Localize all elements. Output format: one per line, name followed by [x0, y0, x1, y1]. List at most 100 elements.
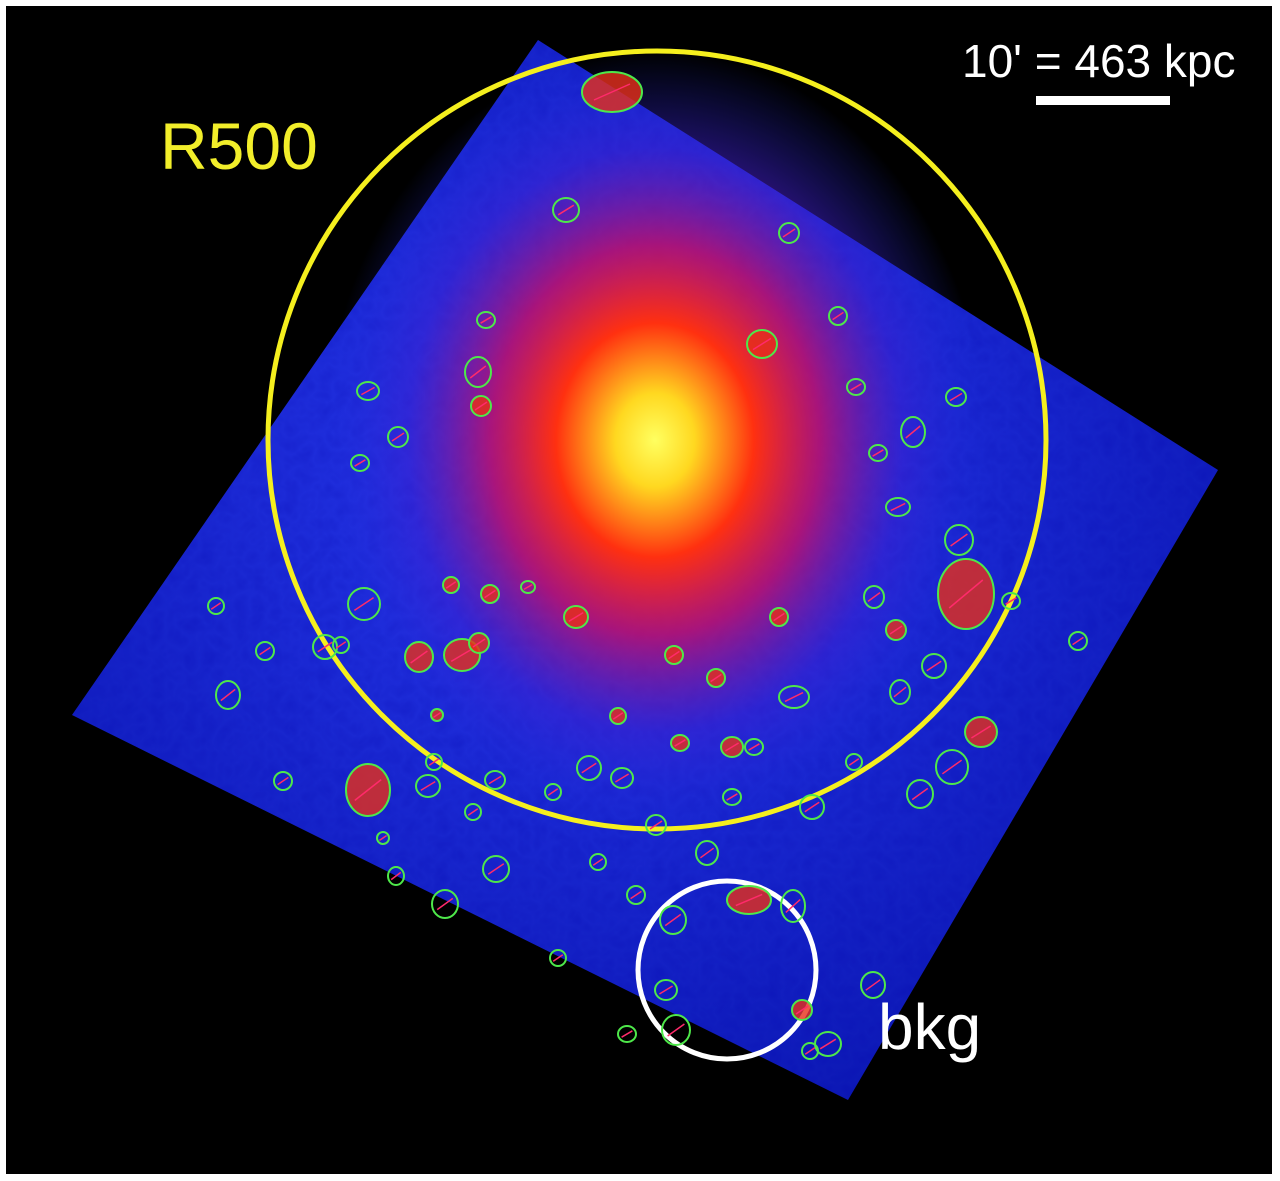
source-region [945, 387, 967, 407]
source-region [654, 979, 678, 1001]
source-exclusion-mark [785, 899, 801, 913]
source-region [944, 524, 974, 556]
source-exclusion-mark [615, 773, 629, 783]
source-exclusion-mark [832, 311, 844, 321]
r500-circle [265, 48, 1049, 832]
source-exclusion-mark [848, 758, 860, 766]
source-exclusion-mark [593, 83, 631, 101]
source-region [347, 587, 381, 621]
source-exclusion-mark [488, 775, 502, 785]
source-exclusion-mark [867, 591, 881, 603]
source-exclusion-mark [782, 228, 796, 238]
source-exclusion-mark [950, 533, 968, 547]
scale-label: 10' = 463 kpc [962, 35, 1236, 87]
source-region [860, 971, 886, 999]
source-region [215, 680, 241, 710]
source-exclusion-mark [390, 871, 402, 881]
source-exclusion-mark [568, 611, 584, 623]
source-region [799, 794, 825, 820]
source-exclusion-mark [893, 686, 907, 698]
r500-label: R500 [160, 109, 318, 183]
source-region [695, 840, 719, 866]
source-exclusion-mark [612, 712, 624, 720]
source-exclusion-mark [472, 638, 486, 648]
source-exclusion-mark [420, 780, 436, 792]
source-exclusion-mark [971, 725, 991, 739]
source-region [610, 767, 634, 789]
source-region [828, 306, 848, 326]
source-exclusion-mark [725, 742, 739, 752]
source-region [415, 774, 441, 798]
source-region [778, 685, 810, 709]
source-exclusion-mark [428, 758, 440, 766]
source-exclusion-mark [804, 801, 820, 813]
source-region [207, 597, 225, 615]
source-region [617, 1025, 637, 1043]
source-exclusion-mark [277, 776, 289, 786]
source-exclusion-mark [557, 204, 575, 216]
source-exclusion-mark [1072, 636, 1084, 646]
source-exclusion-mark [699, 847, 715, 859]
source-exclusion-mark [649, 820, 663, 830]
source-region [863, 585, 885, 609]
source-exclusion-mark [941, 759, 963, 775]
source-region [387, 426, 409, 448]
source-exclusion-mark [735, 893, 763, 907]
source-exclusion-mark [391, 432, 405, 442]
source-exclusion-mark [432, 711, 442, 719]
source-exclusion-mark [948, 579, 984, 609]
source-exclusion-mark [467, 808, 479, 816]
source-exclusion-mark [850, 383, 862, 391]
source-exclusion-mark [819, 1038, 837, 1050]
source-region [801, 1042, 819, 1060]
source-region [376, 831, 390, 845]
source-region [744, 738, 764, 756]
source-exclusion-mark [911, 787, 929, 801]
source-exclusion-mark [487, 863, 505, 875]
source-exclusion-mark [354, 779, 382, 801]
source-exclusion-mark [926, 660, 942, 672]
source-region [273, 771, 293, 791]
source-region [778, 222, 800, 244]
source-exclusion-mark [335, 641, 347, 649]
source-exclusion-mark [949, 392, 963, 402]
source-region [780, 889, 806, 923]
source-exclusion-mark [795, 1005, 809, 1015]
cluster-emission [325, 50, 985, 830]
source-exclusion-mark [726, 793, 738, 801]
source-exclusion-mark [668, 650, 680, 660]
source-exclusion-mark [354, 459, 366, 467]
source-region [549, 949, 567, 967]
source-region [626, 885, 646, 905]
source-exclusion-mark [872, 449, 884, 457]
source-exclusion-mark [353, 596, 375, 612]
source-exclusion-mark [890, 502, 906, 512]
source-region [906, 779, 934, 809]
source-region [935, 749, 969, 785]
source-region [520, 580, 536, 594]
source-region [356, 381, 380, 401]
source-exclusion-mark [752, 337, 772, 351]
source-region [846, 378, 866, 396]
bkg-label: bkg [878, 991, 982, 1063]
source-region [661, 1014, 691, 1046]
source-region [722, 788, 742, 806]
source-exclusion-mark [659, 985, 673, 995]
source-exclusion-mark [748, 743, 760, 751]
source-region [1068, 631, 1088, 651]
source-exclusion-mark [621, 1030, 633, 1038]
source-exclusion-mark [445, 581, 457, 589]
source-region [845, 753, 863, 771]
source-exclusion-mark [547, 788, 559, 796]
source-exclusion-mark [581, 762, 597, 774]
source-exclusion-mark [317, 641, 333, 653]
source-exclusion-mark [674, 739, 686, 747]
source-region [255, 641, 275, 661]
source-region [482, 855, 510, 883]
source-exclusion-mark [523, 583, 533, 591]
source-exclusion-mark [410, 650, 428, 664]
source-exclusion-mark [889, 625, 903, 635]
source-exclusion-mark [436, 897, 454, 911]
source-exclusion-mark [552, 954, 564, 962]
source-region [425, 753, 443, 771]
